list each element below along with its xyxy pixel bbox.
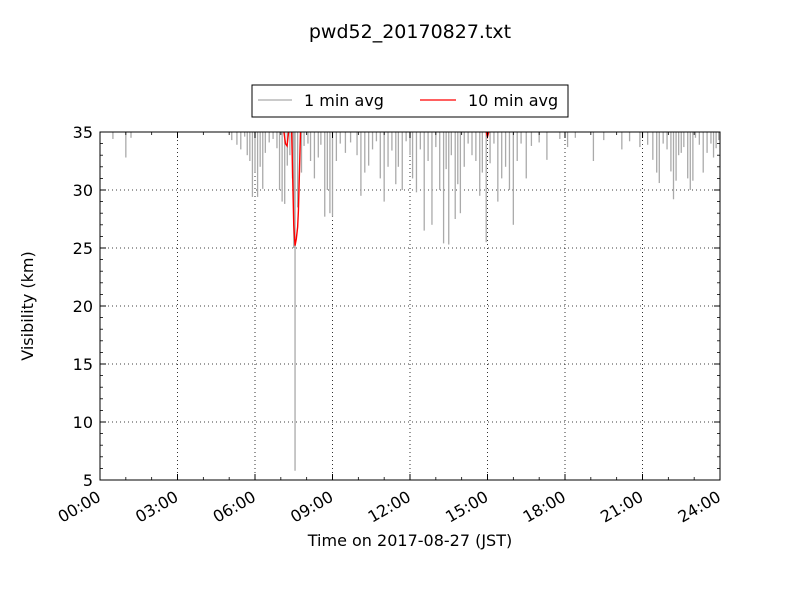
y-tick-label: 30 xyxy=(73,181,93,200)
chart-title: pwd52_20170827.txt xyxy=(309,21,511,43)
y-tick-label: 20 xyxy=(73,297,93,316)
legend-box xyxy=(251,84,569,118)
series-1min-avg xyxy=(112,132,720,471)
y-tick-labels: 5 10 15 20 25 30 35 xyxy=(73,123,93,490)
legend-label-1min: 1 min avg xyxy=(304,91,384,110)
y-tick-label: 15 xyxy=(73,355,93,374)
series-10min-line xyxy=(290,131,302,246)
series-10min-line xyxy=(283,131,290,148)
x-axis-label: Time on 2017-08-27 (JST) xyxy=(307,531,512,550)
legend: 1 min avg 10 min avg xyxy=(251,84,569,118)
y-tick-label: 25 xyxy=(73,239,93,258)
y-tick-label: 35 xyxy=(73,123,93,142)
y-tick-label: 5 xyxy=(83,471,93,490)
y-tick-label: 10 xyxy=(73,413,93,432)
y-axis-label: Visibility (km) xyxy=(18,251,37,360)
grid-lines xyxy=(100,132,720,480)
axis-ticks xyxy=(99,131,721,481)
legend-label-10min: 10 min avg xyxy=(468,91,558,110)
